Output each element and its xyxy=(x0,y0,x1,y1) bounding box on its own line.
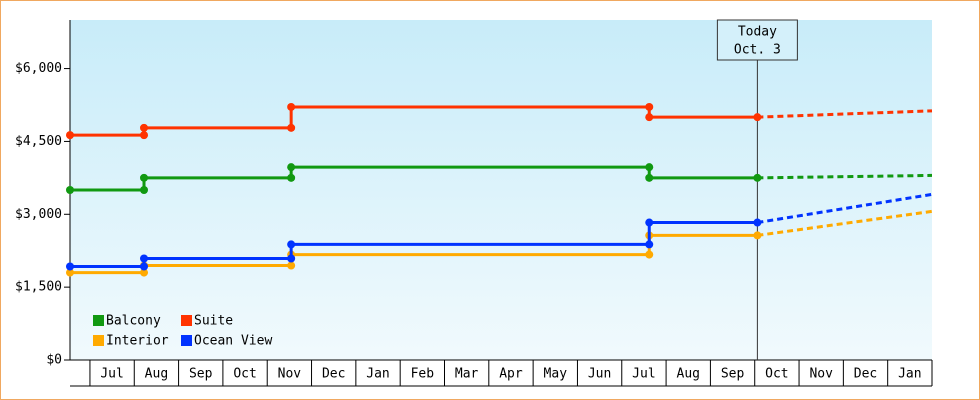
legend-swatch xyxy=(181,335,192,346)
plot-area xyxy=(70,20,932,360)
legend-swatch xyxy=(93,335,104,346)
price-point xyxy=(287,261,296,270)
y-tick-label: $4,500 xyxy=(15,134,62,149)
x-tick-label: Nov xyxy=(278,367,302,382)
x-tick-label: Apr xyxy=(499,367,523,382)
today-label: Oct. 3 xyxy=(734,43,781,58)
price-point xyxy=(753,113,762,122)
price-point xyxy=(140,262,149,271)
price-point xyxy=(645,102,654,111)
y-tick-label: $6,000 xyxy=(15,61,62,76)
x-tick-label: Mar xyxy=(455,367,479,382)
price-point xyxy=(645,250,654,259)
price-point xyxy=(645,240,654,249)
price-point xyxy=(287,254,296,263)
x-tick-label: Dec xyxy=(854,367,877,382)
price-point xyxy=(287,163,296,172)
price-point xyxy=(645,113,654,122)
price-point xyxy=(140,268,149,277)
x-tick-label: Jan xyxy=(898,367,921,382)
y-tick-label: $3,000 xyxy=(15,207,62,222)
y-tick-label: $0 xyxy=(46,353,62,368)
price-point xyxy=(66,186,74,194)
legend-label: Ocean View xyxy=(194,334,272,349)
today-box xyxy=(716,19,798,61)
price-point xyxy=(287,123,296,132)
x-tick-label: May xyxy=(544,367,568,382)
price-point xyxy=(66,268,74,277)
legend-label: Interior xyxy=(106,334,169,349)
x-tick-label: Oct xyxy=(765,367,788,382)
today-label: Today xyxy=(738,25,777,40)
price-point xyxy=(66,131,74,140)
x-tick-label: Oct xyxy=(233,367,256,382)
x-tick-label: Aug xyxy=(145,367,168,382)
price-point xyxy=(753,173,762,182)
price-point xyxy=(66,262,74,271)
price-point xyxy=(140,123,149,132)
price-point xyxy=(645,173,654,182)
price-point xyxy=(645,218,654,227)
x-tick-label: Sep xyxy=(189,367,213,382)
x-tick-label: Feb xyxy=(411,367,435,382)
x-tick-label: Jun xyxy=(588,367,611,382)
price-point xyxy=(753,218,762,227)
price-point xyxy=(287,240,296,249)
legend-swatch xyxy=(181,315,192,326)
x-tick-label: Jul xyxy=(100,367,123,382)
forecast-line xyxy=(757,109,933,119)
price-point xyxy=(287,102,296,111)
legend-label: Balcony xyxy=(106,314,161,329)
x-tick-label: Jul xyxy=(632,367,655,382)
price-point xyxy=(645,163,654,172)
price-point xyxy=(140,254,149,263)
y-tick-label: $1,500 xyxy=(15,280,62,295)
price-point xyxy=(140,131,149,140)
legend-label: Suite xyxy=(194,314,233,329)
x-tick-label: Aug xyxy=(677,367,700,382)
x-tick-label: Sep xyxy=(721,367,745,382)
legend-swatch xyxy=(93,315,104,326)
price-point xyxy=(287,173,296,182)
price-point xyxy=(753,231,762,240)
forecast-line xyxy=(757,173,933,180)
price-point xyxy=(140,173,149,182)
x-tick-label: Dec xyxy=(322,367,345,382)
x-tick-label: Jan xyxy=(366,367,389,382)
price-point xyxy=(140,186,149,194)
x-tick-label: Nov xyxy=(809,367,833,382)
